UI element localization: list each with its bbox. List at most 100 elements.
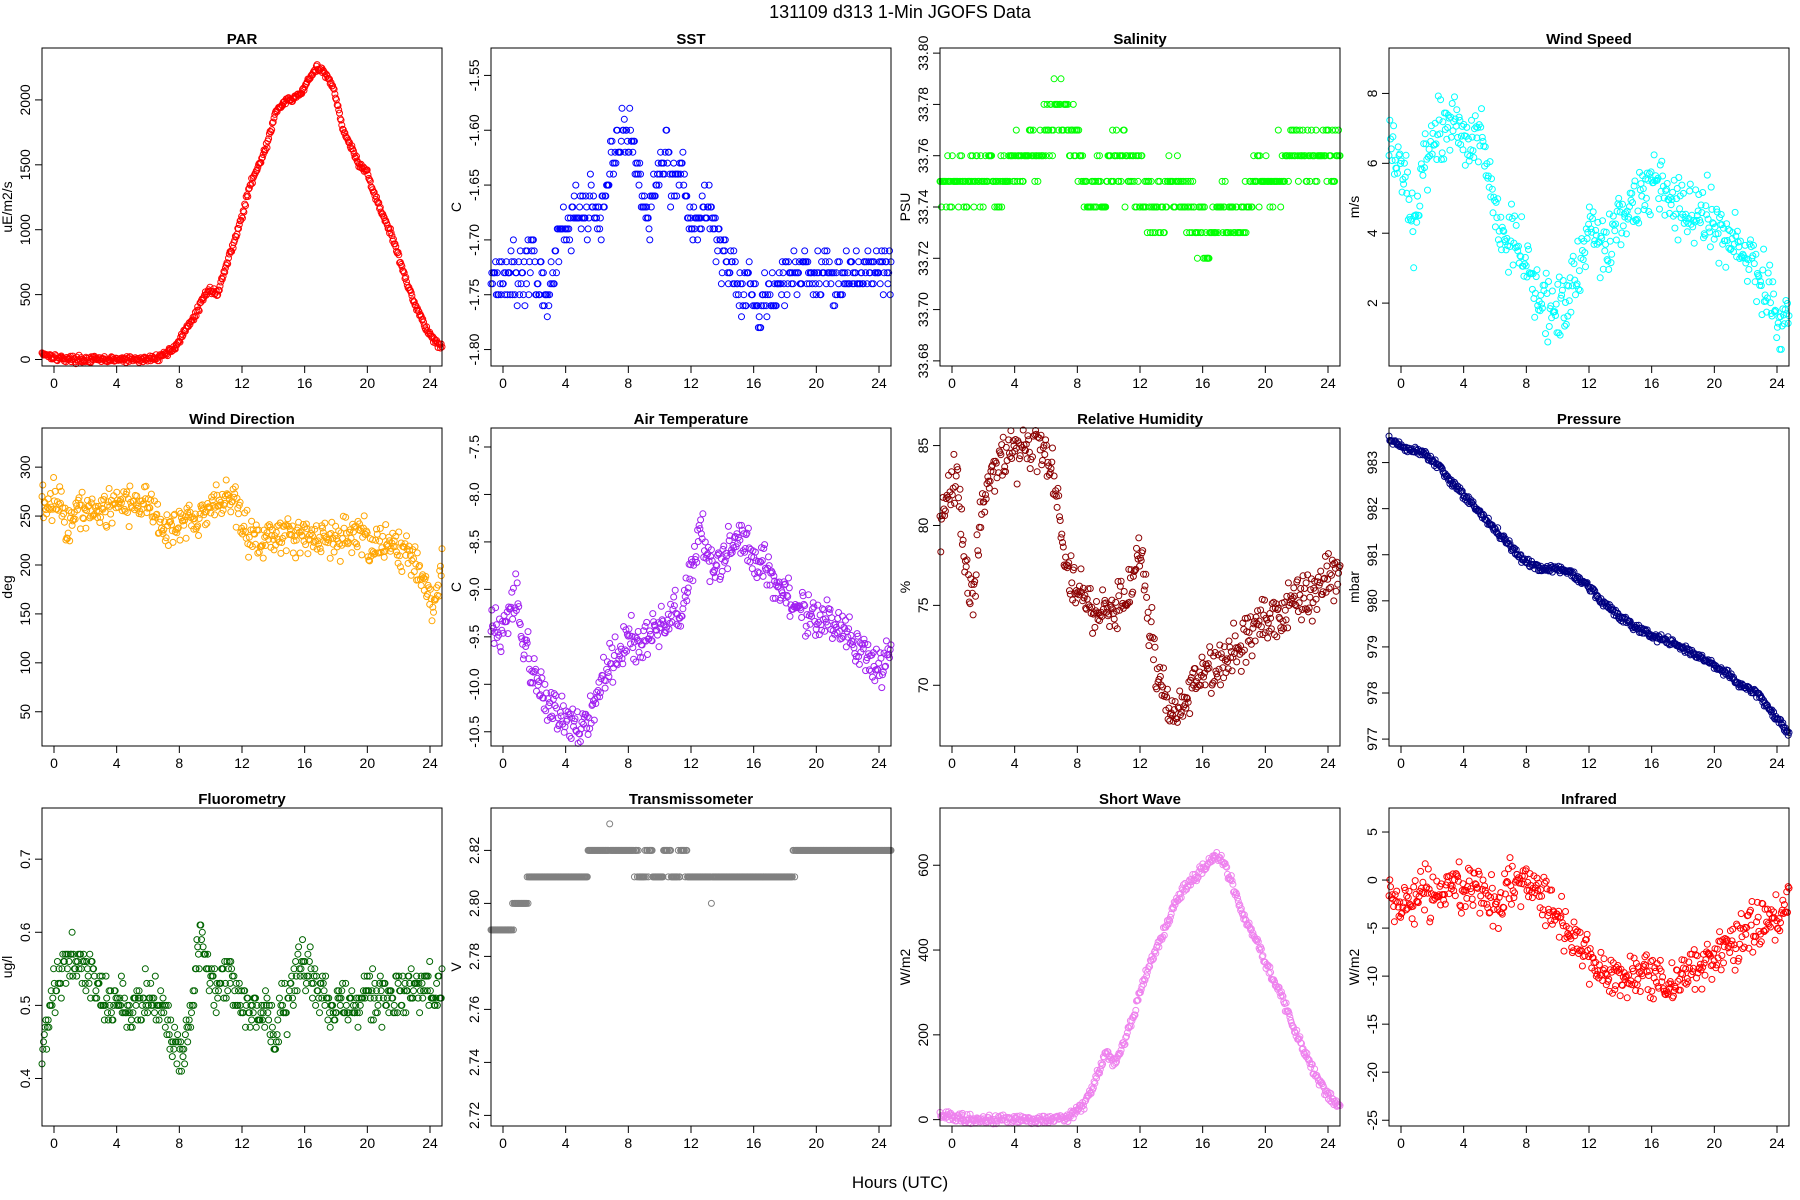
data-point — [741, 269, 749, 277]
data-point — [1520, 272, 1528, 280]
data-point — [360, 512, 368, 520]
data-point — [191, 313, 199, 321]
data-point — [1713, 205, 1721, 213]
data-point — [1435, 116, 1443, 124]
data-point — [972, 571, 980, 579]
data-point — [1324, 126, 1332, 134]
data-point — [309, 532, 316, 540]
data-point — [145, 503, 153, 511]
data-point — [586, 692, 594, 700]
data-point — [342, 513, 350, 521]
data-point — [1629, 199, 1636, 207]
panel-title: Pressure — [1557, 411, 1621, 428]
data-point — [948, 491, 956, 499]
data-point — [1138, 152, 1146, 160]
data-point — [1141, 582, 1149, 590]
data-point — [519, 291, 527, 299]
data-point — [1589, 215, 1596, 222]
data-point — [1301, 152, 1309, 160]
data-point — [526, 269, 534, 277]
data-point — [628, 632, 636, 640]
data-point — [1093, 598, 1100, 605]
data-point — [1048, 458, 1056, 466]
data-point — [854, 632, 862, 640]
data-point — [1160, 229, 1168, 237]
data-point — [152, 511, 160, 519]
data-point — [654, 159, 662, 167]
data-point — [236, 498, 244, 506]
data-point — [698, 192, 706, 200]
data-point — [1451, 115, 1459, 123]
data-point — [348, 549, 356, 557]
y-axis-label: PSU — [897, 193, 913, 222]
data-point — [1471, 112, 1479, 120]
data-point — [1227, 229, 1235, 237]
x-tick-label: 16 — [297, 755, 313, 771]
data-point — [852, 247, 860, 255]
panel-title: Fluorometry — [198, 791, 286, 808]
data-point — [1331, 177, 1339, 185]
data-point — [724, 522, 732, 530]
data-point — [655, 643, 663, 651]
data-point — [1693, 216, 1700, 224]
data-point — [732, 291, 740, 299]
data-point — [366, 972, 374, 980]
data-point — [103, 994, 111, 1002]
data-point — [1590, 586, 1598, 594]
data-point — [1440, 155, 1448, 163]
data-point — [331, 531, 339, 539]
data-point — [1062, 561, 1070, 569]
data-point — [144, 1001, 152, 1009]
data-point — [490, 640, 498, 647]
data-point — [817, 291, 825, 299]
data-point — [82, 987, 90, 995]
data-point — [353, 543, 361, 551]
data-point — [665, 148, 673, 156]
data-point — [65, 958, 73, 965]
data-point — [514, 600, 522, 608]
data-point — [164, 1001, 172, 1009]
data-point — [780, 578, 788, 586]
data-point — [1505, 268, 1512, 276]
data-point — [242, 202, 249, 210]
data-point — [1284, 177, 1292, 185]
data-point — [1173, 718, 1181, 726]
data-point — [726, 532, 734, 540]
y-tick-label: -1.75 — [466, 279, 482, 311]
data-point — [1240, 203, 1248, 211]
data-point — [249, 1009, 257, 1017]
y-axis-label: m/s — [1346, 196, 1362, 219]
data-point — [707, 552, 715, 560]
y-tick-label: -1.70 — [466, 224, 482, 256]
data-point — [582, 192, 590, 200]
data-point — [1204, 660, 1212, 668]
data-point — [610, 652, 618, 659]
data-point — [1554, 280, 1562, 288]
data-point — [741, 548, 749, 556]
data-points — [1385, 92, 1793, 353]
data-point — [334, 102, 342, 110]
data-point — [715, 225, 723, 233]
y-axis: 0.40.50.60.7 — [17, 849, 42, 1088]
data-point — [177, 510, 185, 517]
data-point — [1075, 126, 1083, 134]
data-point — [1544, 338, 1552, 346]
data-point — [1451, 480, 1459, 488]
data-point — [393, 249, 401, 257]
data-point — [149, 1001, 157, 1009]
data-point — [1599, 217, 1606, 225]
data-point — [1488, 185, 1496, 193]
data-point — [1668, 196, 1676, 204]
data-point — [1753, 298, 1761, 306]
data-point — [492, 604, 500, 612]
data-point — [254, 549, 262, 557]
data-point — [848, 258, 856, 266]
data-point — [985, 484, 993, 492]
data-point — [830, 269, 838, 277]
data-point — [1437, 463, 1445, 471]
data-point — [257, 1009, 265, 1017]
data-point — [426, 585, 434, 593]
data-point — [524, 628, 532, 636]
